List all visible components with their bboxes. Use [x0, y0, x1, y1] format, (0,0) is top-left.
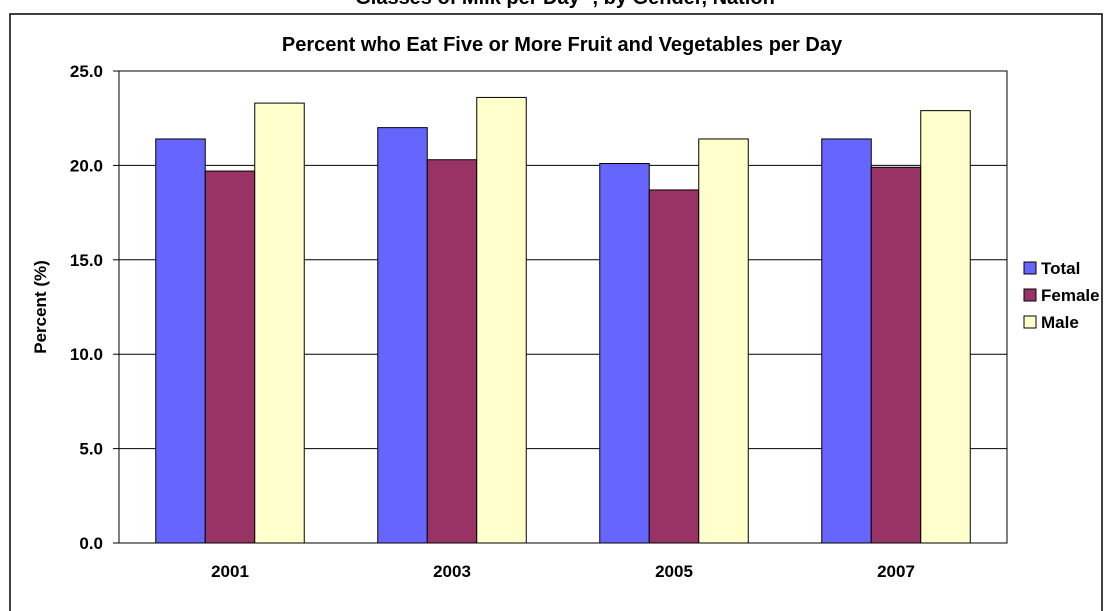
y-tick-label: 20.0	[70, 156, 103, 175]
bar-male-2003	[476, 96, 527, 544]
page-title-cut-rest: , by Gender, Nation	[587, 0, 775, 9]
bar-female-2003	[426, 159, 478, 544]
x-tick-label: 2005	[655, 562, 693, 581]
legend-swatch-male	[1023, 315, 1037, 329]
bar-total-2003	[377, 127, 428, 544]
page-title-cut-text: Glasses of Milk per Day	[355, 0, 580, 9]
bar-male-2001	[254, 102, 305, 544]
x-tick-label: 2003	[433, 562, 471, 581]
y-tick-label: 10.0	[70, 345, 103, 364]
y-tick-label: 25.0	[70, 62, 103, 81]
y-axis-ticks: 0.0 5.0 10.0 15.0 20.0 25.0	[70, 62, 119, 553]
bar-total-2007	[821, 138, 872, 544]
bar-male-2005	[698, 138, 749, 544]
legend-label-total: Total	[1041, 259, 1080, 278]
bars	[155, 96, 971, 544]
x-tick-label: 2007	[877, 562, 915, 581]
legend-swatch-total	[1023, 261, 1037, 275]
y-axis-label: Percent (%)	[31, 260, 50, 354]
x-axis-ticks: 2001 2003 2005 2007	[211, 562, 915, 581]
bar-total-2001	[155, 138, 206, 544]
y-tick-label: 5.0	[79, 440, 103, 459]
bar-male-2007	[920, 110, 971, 544]
bar-female-2001	[204, 170, 256, 544]
legend-label-male: Male	[1041, 313, 1079, 332]
chart-title: Percent who Eat Five or More Fruit and V…	[282, 34, 843, 56]
bar-total-2005	[599, 163, 650, 544]
legend-swatch-female	[1023, 288, 1037, 302]
legend: Total Female Male	[1023, 259, 1100, 332]
bar-female-2007	[870, 166, 922, 544]
page-title-cut: Glasses of Milk per Daya , by Gender, Na…	[355, 0, 775, 9]
y-tick-label: 0.0	[79, 534, 103, 553]
x-tick-label: 2001	[211, 562, 249, 581]
legend-label-female: Female	[1041, 286, 1100, 305]
bar-female-2005	[648, 189, 700, 544]
y-tick-label: 15.0	[70, 251, 103, 270]
